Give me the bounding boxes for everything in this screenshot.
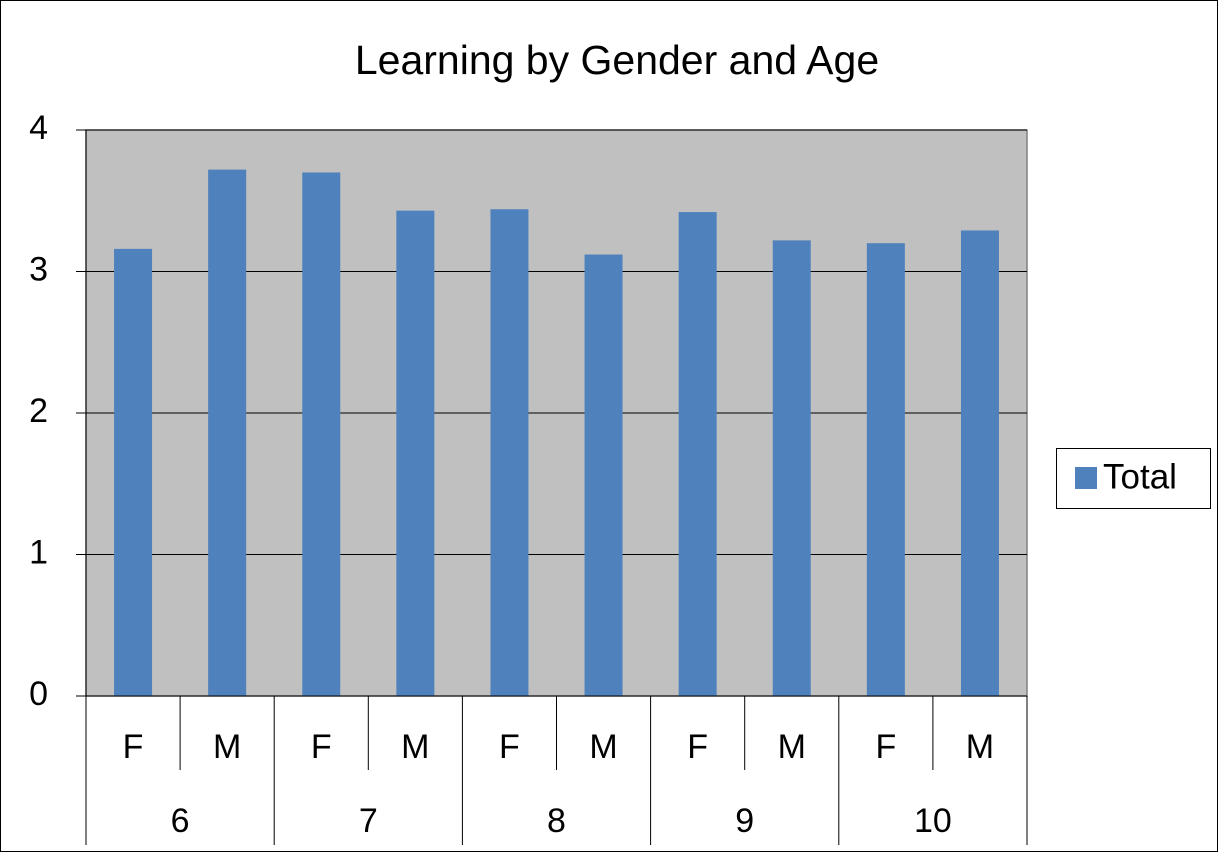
bar — [584, 254, 623, 696]
x-tick-label: F — [311, 728, 332, 766]
x-tick-label: M — [778, 728, 806, 766]
group-label: 10 — [914, 802, 952, 840]
group-label: 6 — [171, 802, 190, 840]
group-label: 8 — [547, 802, 566, 840]
bar — [772, 240, 811, 696]
group-label: 7 — [359, 802, 378, 840]
bar — [678, 212, 717, 696]
bar — [960, 230, 999, 696]
bar — [490, 209, 529, 697]
x-tick-label: M — [966, 728, 994, 766]
x-tick-label: M — [589, 728, 617, 766]
bar — [302, 172, 341, 696]
bar — [396, 210, 435, 696]
chart-title: Learning by Gender and Age — [355, 37, 879, 83]
x-tick-label: F — [875, 728, 896, 766]
x-tick-label: F — [123, 728, 144, 766]
bar — [114, 248, 153, 697]
y-tick-label: 4 — [29, 109, 48, 147]
bar — [866, 243, 905, 696]
bar — [208, 169, 247, 696]
y-tick-label: 0 — [29, 675, 48, 713]
x-tick-label: F — [687, 728, 708, 766]
x-tick-label: M — [213, 728, 241, 766]
x-tick-label: M — [401, 728, 429, 766]
legend-label: Total — [1103, 457, 1177, 496]
group-label: 9 — [735, 802, 754, 840]
legend-swatch — [1075, 467, 1097, 489]
y-tick-label: 2 — [29, 392, 48, 430]
x-tick-label: F — [499, 728, 520, 766]
y-tick-label: 3 — [29, 250, 48, 288]
y-tick-label: 1 — [29, 533, 48, 571]
